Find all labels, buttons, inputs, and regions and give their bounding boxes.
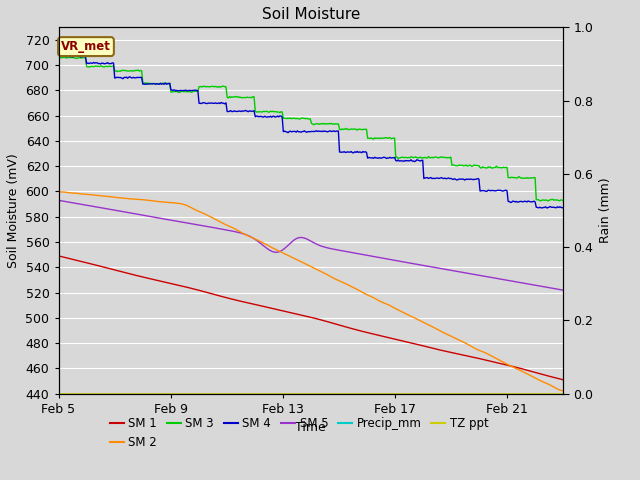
Legend: SM 1, SM 2, SM 3, SM 4, SM 5, Precip_mm, TZ ppt: SM 1, SM 2, SM 3, SM 4, SM 5, Precip_mm,… xyxy=(105,412,493,454)
SM 1 xyxy=(54,253,62,259)
SM 5 xyxy=(444,267,451,273)
TZ ppt xyxy=(404,391,412,396)
SM 3 xyxy=(406,155,413,161)
SM 3 xyxy=(455,162,463,168)
SM 1 xyxy=(444,349,451,355)
SM 4 xyxy=(54,54,62,60)
SM 2 xyxy=(455,337,463,343)
SM 5 xyxy=(54,197,62,203)
SM 3 xyxy=(445,155,452,160)
SM 4 xyxy=(455,176,463,182)
TZ ppt xyxy=(454,391,461,396)
SM 5 xyxy=(93,204,101,210)
Y-axis label: Soil Moisture (mV): Soil Moisture (mV) xyxy=(7,153,20,268)
SM 1 xyxy=(93,263,101,268)
SM 4 xyxy=(71,53,79,59)
SM 3 xyxy=(61,53,68,59)
SM 5 xyxy=(454,269,461,275)
SM 2 xyxy=(406,313,413,319)
SM 4 xyxy=(349,150,356,156)
Line: SM 1: SM 1 xyxy=(58,256,563,380)
Line: SM 3: SM 3 xyxy=(58,56,563,201)
SM 1 xyxy=(559,377,567,383)
Title: Soil Moisture: Soil Moisture xyxy=(262,7,360,22)
SM 5 xyxy=(559,287,567,293)
SM 2 xyxy=(445,332,452,338)
SM 4 xyxy=(559,205,567,211)
Line: SM 4: SM 4 xyxy=(58,56,563,208)
TZ ppt xyxy=(348,391,355,396)
TZ ppt xyxy=(559,391,567,396)
SM 2 xyxy=(518,369,526,374)
SM 2 xyxy=(95,192,102,198)
SM 4 xyxy=(445,175,452,181)
SM 5 xyxy=(404,260,412,266)
Text: VR_met: VR_met xyxy=(61,40,111,53)
SM 3 xyxy=(54,55,62,60)
SM 4 xyxy=(518,199,526,204)
SM 2 xyxy=(57,189,65,195)
SM 2 xyxy=(349,284,356,290)
X-axis label: Time: Time xyxy=(296,421,326,434)
SM 3 xyxy=(95,63,102,69)
SM 3 xyxy=(544,198,552,204)
SM 2 xyxy=(559,388,567,394)
TZ ppt xyxy=(93,391,101,396)
SM 4 xyxy=(538,205,546,211)
SM 4 xyxy=(406,158,413,164)
TZ ppt xyxy=(54,391,62,396)
Line: SM 2: SM 2 xyxy=(58,192,563,391)
SM 1 xyxy=(517,366,525,372)
Y-axis label: Rain (mm): Rain (mm) xyxy=(599,178,612,243)
TZ ppt xyxy=(517,391,525,396)
SM 3 xyxy=(559,198,567,204)
SM 5 xyxy=(348,250,355,255)
SM 2 xyxy=(54,189,62,195)
SM 3 xyxy=(518,175,526,181)
SM 1 xyxy=(404,339,412,345)
Line: SM 5: SM 5 xyxy=(58,200,563,290)
SM 1 xyxy=(454,351,461,357)
SM 3 xyxy=(349,126,356,132)
SM 1 xyxy=(348,325,355,331)
SM 5 xyxy=(517,280,525,286)
SM 4 xyxy=(95,61,102,67)
TZ ppt xyxy=(444,391,451,396)
